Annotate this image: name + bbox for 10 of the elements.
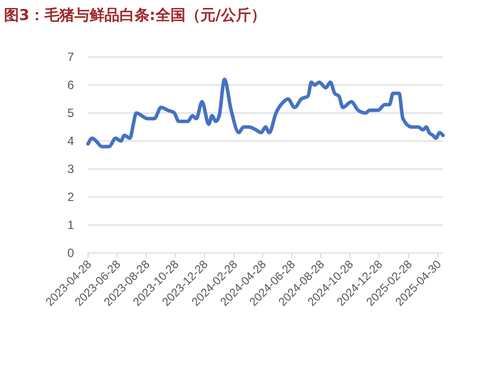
y-tick-label: 1	[67, 218, 74, 232]
y-tick-label: 4	[67, 134, 74, 148]
y-tick-label: 0	[67, 246, 74, 260]
y-tick-label: 3	[67, 162, 74, 176]
line-series	[86, 78, 445, 148]
chart-title: 图3：毛猪与鲜品白条:全国（元/公斤）	[4, 6, 266, 24]
y-tick-label: 2	[67, 190, 74, 204]
y-tick-label: 6	[67, 78, 74, 92]
y-tick-label: 7	[67, 50, 74, 64]
y-tick-label: 5	[67, 106, 74, 120]
